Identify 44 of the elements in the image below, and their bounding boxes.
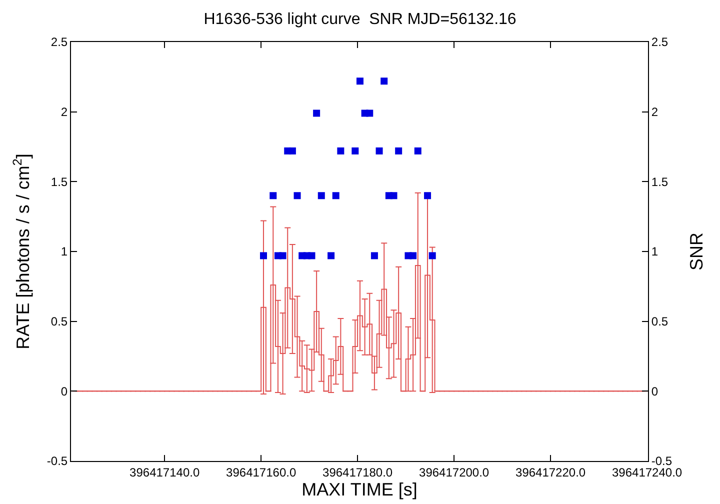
point <box>428 252 436 260</box>
x-tick-label: 396417180.0 <box>322 465 393 480</box>
y2-tick-label: 1 <box>651 244 658 259</box>
point <box>270 192 277 200</box>
point <box>414 147 422 154</box>
point <box>279 252 286 260</box>
x-tick-label: 396417220.0 <box>516 465 586 480</box>
chart-title: H1636-536 light curve SNR MJD=56132.16 <box>204 10 516 28</box>
y-tick-label: 1.5 <box>50 174 68 189</box>
point <box>366 110 374 117</box>
point <box>328 252 335 260</box>
point <box>424 192 432 200</box>
point <box>308 252 316 260</box>
y2-axis-title: SNR <box>686 232 707 271</box>
y-tick-label: -0.5 <box>46 454 68 468</box>
point <box>260 252 267 260</box>
point <box>380 78 388 85</box>
point <box>376 147 383 154</box>
y2-tick-label: 2.5 <box>651 35 668 50</box>
point <box>352 147 359 154</box>
point <box>337 147 344 154</box>
x-axis-title: MAXI TIME [s] <box>302 479 418 500</box>
y2-tick-label: 0.5 <box>651 314 668 329</box>
point <box>390 192 398 200</box>
y2-tick-label: 0 <box>651 384 658 398</box>
y-tick-label: 0.5 <box>50 314 68 329</box>
point <box>356 78 364 85</box>
point <box>410 252 417 260</box>
point <box>313 110 320 117</box>
y-tick-label: 2.5 <box>50 35 68 50</box>
x-tick-label: 396417200.0 <box>419 465 490 480</box>
point <box>370 252 378 260</box>
point <box>395 147 402 154</box>
y-tick-label: 2 <box>60 105 68 120</box>
y-tick-label: 0 <box>60 384 68 398</box>
y2-tick-label: 2 <box>651 105 658 120</box>
x-tick-label: 396417140.0 <box>130 465 200 480</box>
x-tick-label: 396417160.0 <box>226 465 296 480</box>
point <box>294 192 301 200</box>
point <box>318 192 325 200</box>
point <box>332 192 340 200</box>
point <box>288 147 296 154</box>
y-tick-label: 1 <box>60 244 68 259</box>
y2-tick-label: 1.5 <box>651 174 668 189</box>
